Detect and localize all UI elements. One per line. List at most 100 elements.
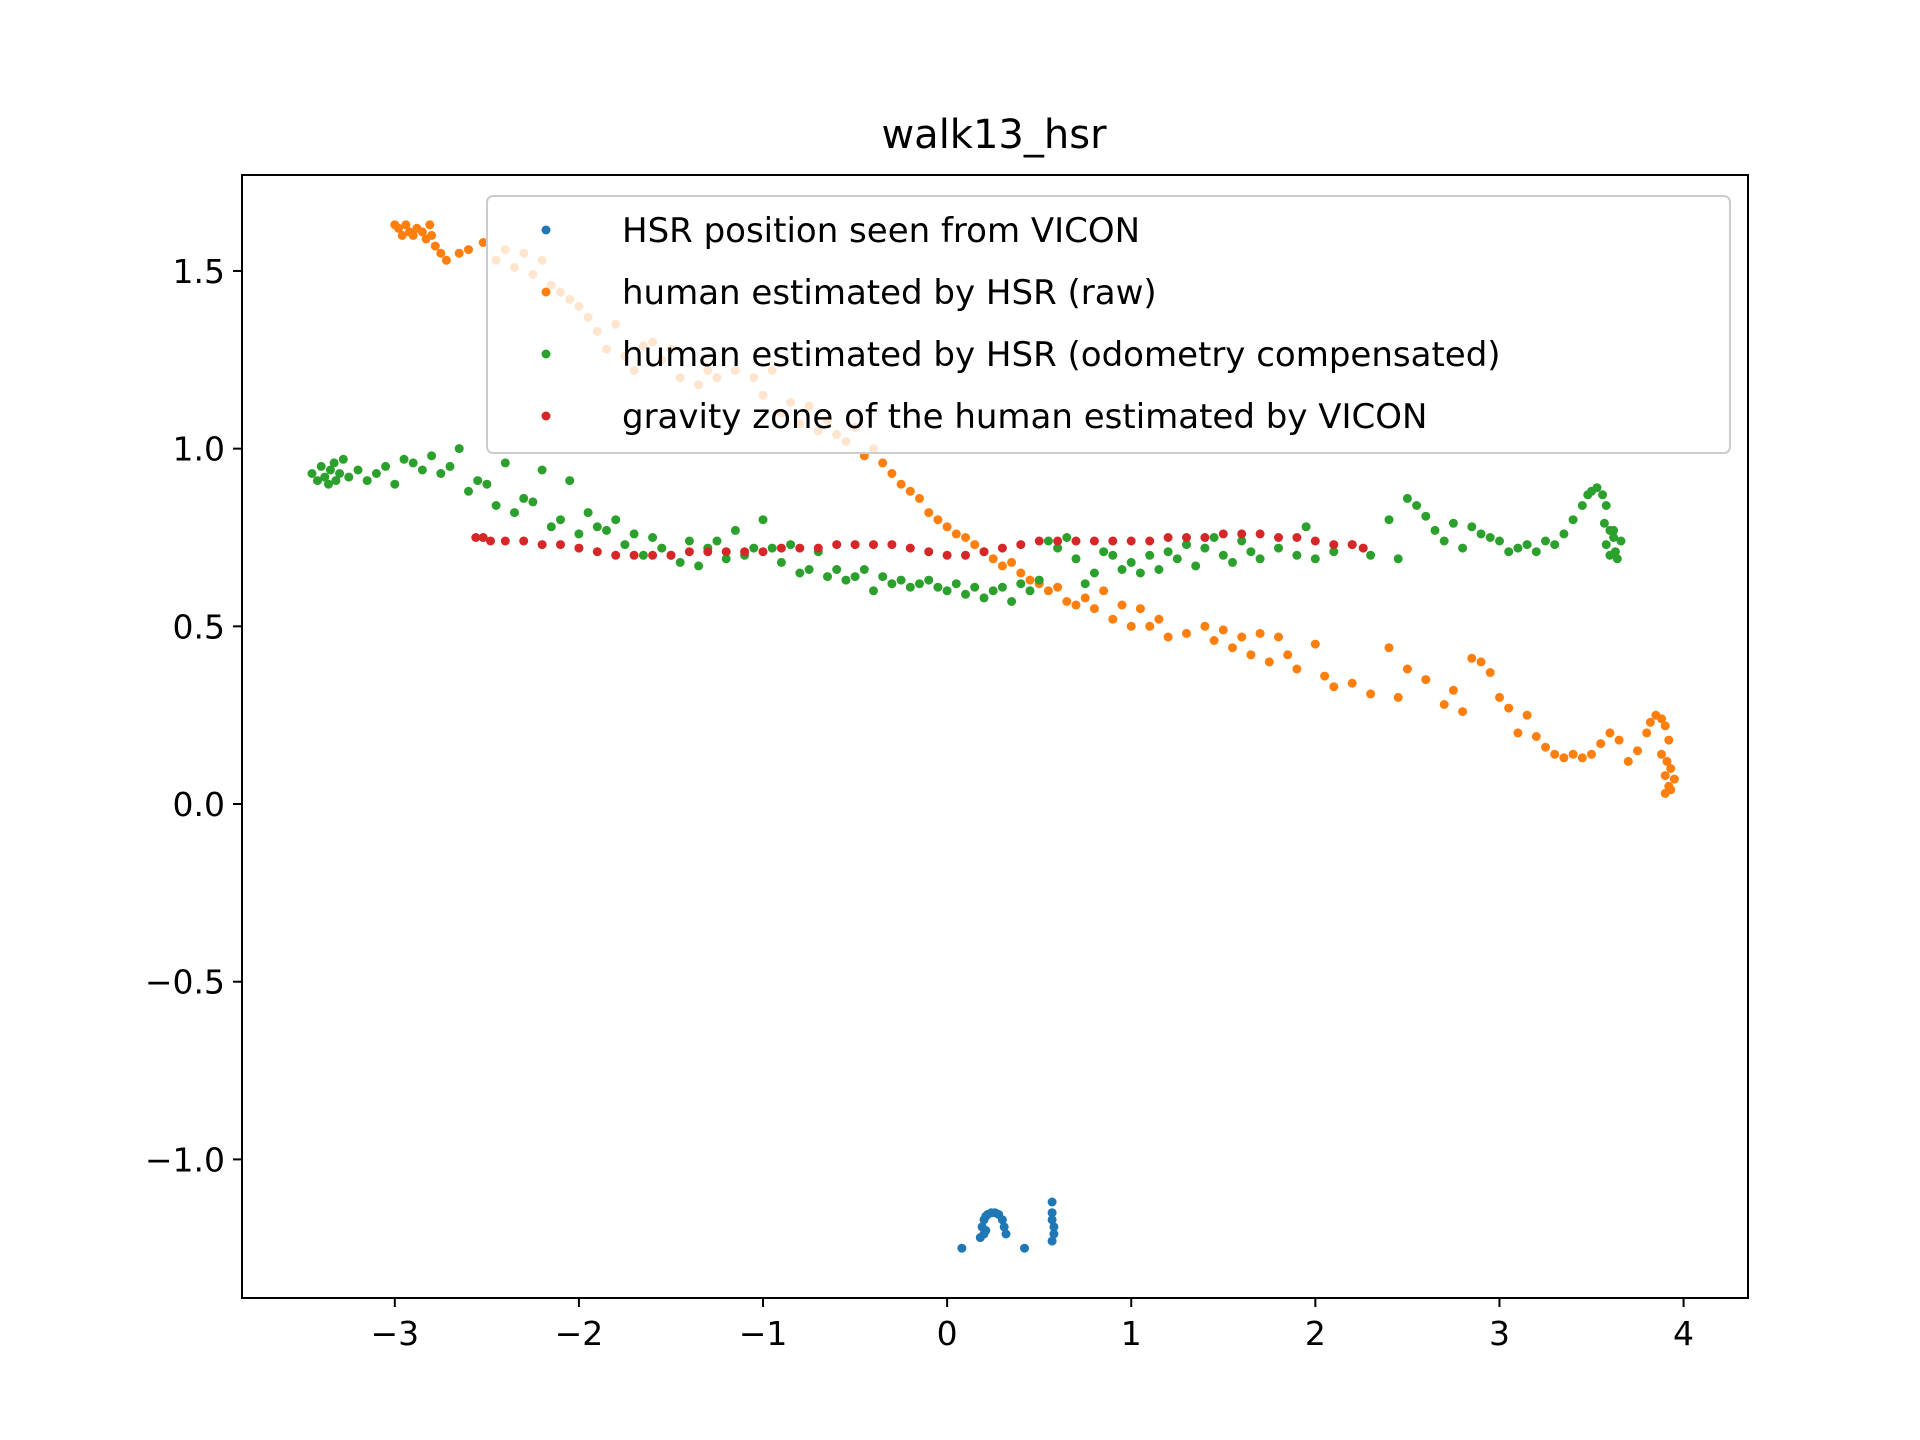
data-point [869,586,878,596]
data-point [795,543,805,553]
data-point [1246,650,1256,660]
data-point [1154,565,1164,574]
data-point [758,515,768,525]
data-point [1016,540,1026,550]
y-tick-label: 0.5 [173,607,225,646]
data-point [721,547,731,557]
data-point [1329,540,1339,550]
data-point [1393,692,1403,702]
data-point [1043,586,1053,596]
data-point [1633,746,1642,756]
data-point [924,547,934,557]
y-tick-label: 0.0 [173,785,225,824]
data-point [1467,522,1477,532]
x-tick-label: 3 [1489,1314,1510,1353]
data-point [1605,550,1615,560]
data-point [1228,557,1237,567]
data-point [1016,568,1026,578]
data-point [1347,540,1357,550]
data-point [1662,756,1672,766]
data-point [988,586,998,596]
data-point [1666,785,1676,795]
data-point [1384,515,1394,525]
data-point [1329,682,1339,692]
series-0 [957,1197,1059,1253]
data-point [316,461,326,471]
data-point [556,515,565,525]
data-point [684,536,694,546]
data-point [436,469,446,478]
data-point [1089,536,1099,546]
data-point [942,586,952,596]
data-point [473,476,483,486]
data-point [776,543,786,553]
data-point [1049,1229,1059,1239]
data-point [1255,529,1265,539]
data-point [478,238,488,247]
data-point [1384,643,1394,653]
data-point [1292,550,1302,560]
data-point [491,501,501,510]
legend: HSR position seen from VICON human estima… [486,195,1731,454]
data-point [961,550,970,560]
data-point [408,458,418,468]
data-point [997,543,1007,553]
data-point [730,525,740,535]
data-point [1347,678,1357,688]
data-point [629,529,639,539]
data-point [970,540,980,550]
data-point [979,1229,989,1239]
data-point [1108,550,1118,560]
data-point [546,522,556,532]
data-point [1034,536,1044,546]
data-point [767,543,777,553]
data-point [445,461,455,471]
data-point [1599,518,1609,528]
legend-label: HSR position seen from VICON [622,211,1140,251]
data-point [878,458,888,468]
data-point [471,533,481,542]
data-point [1025,575,1035,585]
data-point [1660,771,1670,781]
data-point [394,223,403,233]
data-point [519,493,529,503]
data-point [1430,525,1440,535]
data-point [666,550,676,560]
data-point [307,469,317,478]
data-point [1089,604,1099,614]
x-tick-label: 0 [937,1314,958,1353]
data-point [1218,625,1228,635]
data-point [1550,540,1560,550]
data-point [1448,518,1458,528]
data-point [1264,657,1274,667]
data-point [620,540,630,550]
data-point [1145,536,1155,546]
data-point [703,547,713,557]
data-point [1001,1229,1011,1239]
data-point [1412,501,1422,510]
data-point [933,515,943,525]
chart-title: walk13_hsr [881,112,1107,158]
data-point [427,230,437,240]
data-point [1366,689,1376,699]
data-point [1047,1197,1057,1207]
data-point [381,461,391,471]
data-point [712,536,722,546]
data-point [997,561,1007,571]
data-point [397,230,407,240]
data-point [1402,664,1412,674]
x-tick-label: −1 [739,1314,788,1353]
data-point [1053,536,1063,546]
data-point [786,540,796,550]
data-point [1274,533,1283,542]
data-point [896,479,906,489]
data-point [1476,529,1486,539]
data-point [1237,536,1247,546]
y-tick-label: −0.5 [145,963,225,1002]
data-point [464,245,473,255]
data-point [1071,536,1081,546]
data-point [905,486,915,496]
data-point [740,547,750,557]
y-tick-label: 1.0 [173,430,225,469]
data-point [648,550,658,560]
